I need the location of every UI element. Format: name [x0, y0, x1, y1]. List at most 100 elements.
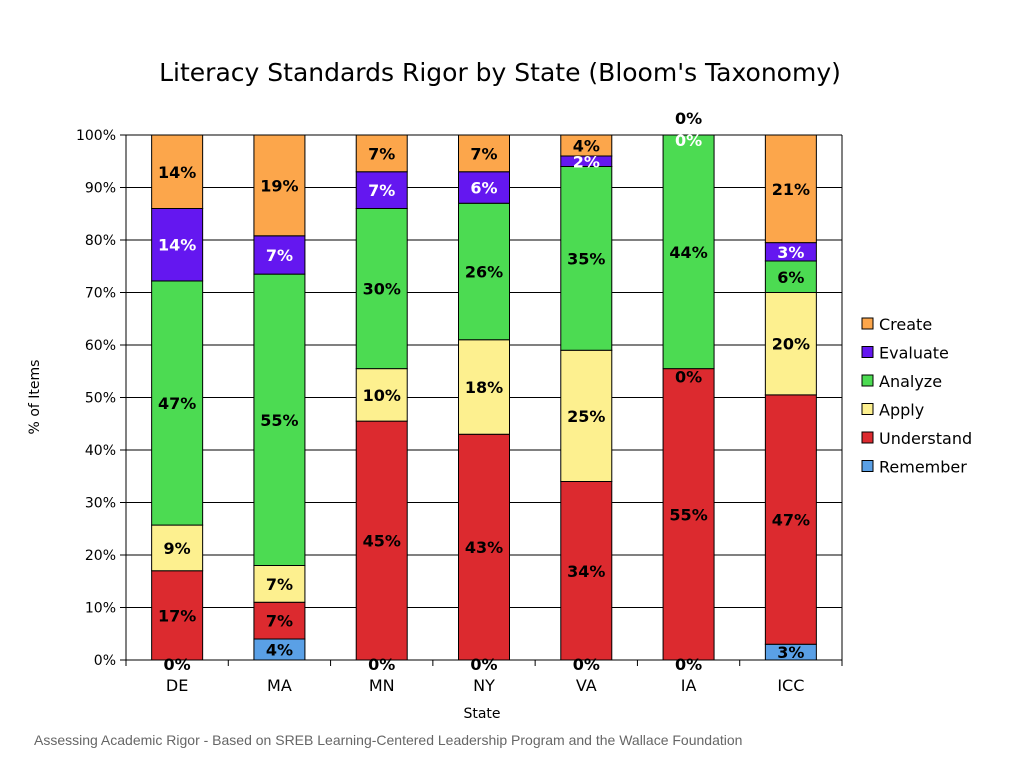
- data-label: 0%: [164, 655, 191, 674]
- bar-segment-understand: [662, 368, 715, 661]
- data-label: 7%: [470, 144, 497, 163]
- bar-segment-evaluate: [458, 171, 510, 204]
- x-tick-label: ICC: [777, 676, 804, 695]
- bar-segment-create: [253, 134, 306, 237]
- y-tick-label: 10%: [85, 601, 116, 617]
- data-label: 7%: [266, 575, 293, 594]
- bar-segment-evaluate: [253, 235, 306, 275]
- legend-swatch-apply: [861, 403, 874, 415]
- bar-segment-analyze: [355, 208, 408, 370]
- data-label: 43%: [465, 538, 503, 557]
- bar-segment-understand: [764, 394, 817, 645]
- y-tick-label: 70%: [85, 286, 116, 302]
- bar-segment-analyze: [662, 134, 715, 370]
- data-label: 34%: [567, 562, 605, 581]
- bar-segment-evaluate: [151, 208, 204, 282]
- bar-segment-analyze: [253, 273, 306, 566]
- y-tick-label: 60%: [85, 338, 116, 354]
- legend-swatch-create: [861, 317, 874, 330]
- data-label: 0%: [675, 655, 702, 674]
- data-label: 55%: [669, 505, 707, 524]
- bar-segment-apply: [560, 349, 613, 482]
- data-label: 21%: [772, 180, 810, 199]
- bar-segment-analyze: [764, 260, 817, 293]
- y-tick-label: 90%: [85, 181, 116, 197]
- x-tick-label: DE: [166, 676, 188, 695]
- x-tick-label: IA: [681, 676, 697, 695]
- bar-segment-create: [458, 134, 510, 173]
- data-label: 44%: [669, 243, 707, 262]
- data-label: 47%: [772, 511, 810, 530]
- data-label: 0%: [675, 131, 702, 150]
- data-label: 55%: [260, 411, 298, 430]
- data-label: 25%: [567, 407, 605, 426]
- data-label: 0%: [368, 655, 395, 674]
- data-label: 7%: [368, 144, 395, 163]
- y-tick-label: 50%: [85, 391, 116, 407]
- data-label: 0%: [573, 655, 600, 674]
- bar-segment-apply: [151, 524, 204, 572]
- data-label: 9%: [164, 539, 191, 558]
- data-label: 7%: [266, 246, 293, 265]
- legend-label-apply: Apply: [879, 401, 924, 420]
- data-label: 7%: [266, 612, 293, 631]
- bar-segment-create: [151, 134, 204, 209]
- y-tick-label: 30%: [85, 496, 116, 512]
- axes: 0% 10% 20% 30% 40% 50% 60% 70% 80% 90% 100% DE MA MN N…: [76, 128, 843, 695]
- bar-segment-create: [355, 134, 408, 173]
- data-label: 0%: [470, 655, 497, 674]
- y-tick-label: 20%: [85, 548, 116, 564]
- legend-swatch-evaluate: [861, 346, 874, 358]
- data-label: 45%: [363, 532, 401, 551]
- legend-label-create: Create: [879, 315, 932, 334]
- bar-segment-understand: [355, 420, 408, 661]
- data-label: 0%: [675, 109, 702, 128]
- legend-swatch-remember: [861, 460, 874, 472]
- data-label: 17%: [158, 606, 196, 625]
- y-tick-label: 40%: [85, 443, 116, 459]
- data-label: 7%: [368, 181, 395, 200]
- data-label: 10%: [363, 386, 401, 405]
- y-tick-label: 100%: [76, 128, 116, 144]
- x-axis-title: State: [463, 706, 500, 722]
- data-label: 26%: [465, 263, 503, 282]
- data-label: 4%: [266, 641, 293, 660]
- bars: [151, 134, 817, 661]
- bar-segment-understand: [458, 433, 510, 661]
- footer-caption: Assessing Academic Rigor - Based on SREB…: [34, 732, 743, 748]
- data-label: 0%: [675, 368, 702, 387]
- data-label: 47%: [158, 394, 196, 413]
- data-label: 6%: [777, 268, 804, 287]
- data-label: 20%: [772, 335, 810, 354]
- legend-label-understand: Understand: [879, 429, 972, 448]
- bar-segment-create: [560, 134, 613, 157]
- bar-segment-create: [764, 134, 817, 244]
- y-tick-label: 80%: [85, 233, 116, 249]
- legend-label-evaluate: Evaluate: [879, 344, 949, 363]
- bar-segment-understand: [253, 601, 306, 640]
- bar-segment-apply: [458, 339, 510, 435]
- data-label: 35%: [567, 249, 605, 268]
- y-tick-label: 0%: [94, 653, 116, 669]
- bar-segment-apply: [355, 368, 408, 422]
- x-tick-label: VA: [576, 676, 597, 695]
- data-label: 30%: [363, 280, 401, 299]
- bar-segment-analyze: [151, 280, 204, 526]
- bar-segment-analyze: [560, 166, 613, 351]
- data-label: 19%: [260, 176, 298, 195]
- legend-swatch-analyze: [861, 374, 874, 387]
- data-label: 6%: [470, 179, 497, 198]
- data-label: 3%: [777, 243, 804, 262]
- bar-segment-understand: [151, 570, 204, 661]
- x-tick-label: NY: [473, 676, 495, 695]
- legend-swatch-understand: [861, 431, 874, 444]
- chart-title: Literacy Standards Rigor by State (Bloom…: [159, 58, 841, 87]
- data-labels: 0% 17% 9% 47% 14% 14% 4% 7% 7% 55% 7% 19% 0% 45% 10% 30…: [158, 109, 810, 674]
- bar-segment-understand: [560, 481, 613, 661]
- bar-segment-apply: [764, 292, 817, 396]
- legend: Create Evaluate Analyze Apply Understand Reme…: [861, 315, 972, 477]
- x-tick-label: MN: [369, 676, 395, 695]
- data-label: 18%: [465, 378, 503, 397]
- data-label: 14%: [158, 163, 196, 182]
